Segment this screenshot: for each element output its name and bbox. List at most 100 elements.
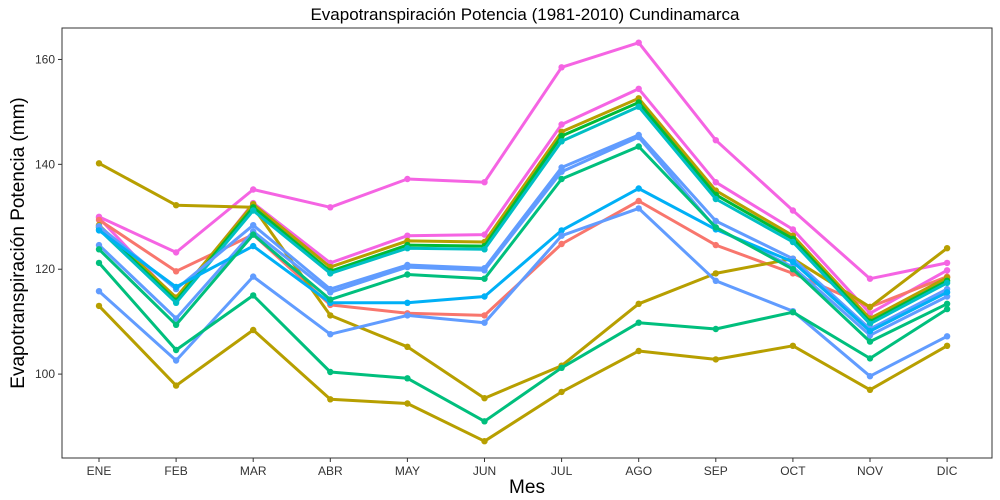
- series-line: [97, 145, 949, 344]
- data-point: [95, 288, 103, 295]
- data-point: [404, 299, 411, 306]
- series-line: [97, 105, 949, 326]
- series-13: [95, 259, 951, 425]
- x-tick-label: ENE: [87, 464, 112, 478]
- data-point: [866, 386, 874, 393]
- data-point: [712, 224, 719, 231]
- data-point: [327, 312, 334, 319]
- data-point: [635, 300, 642, 307]
- y-tick-label: 100: [35, 367, 55, 381]
- data-point: [558, 168, 565, 175]
- series-line: [97, 41, 949, 281]
- data-point: [558, 227, 565, 234]
- x-tick-label: JUL: [551, 464, 573, 478]
- data-point: [866, 355, 874, 362]
- x-tick-label: JUN: [473, 464, 496, 478]
- x-tick-label: SEP: [704, 464, 728, 478]
- data-point: [481, 395, 488, 402]
- data-point: [481, 246, 488, 253]
- data-point: [943, 342, 951, 349]
- series-line: [97, 133, 949, 331]
- y-tick-label: 120: [35, 262, 55, 276]
- data-point: [712, 241, 719, 249]
- series-line: [97, 96, 949, 320]
- data-point: [172, 268, 180, 275]
- data-point: [481, 275, 488, 282]
- series-line: [97, 304, 949, 443]
- data-point: [250, 207, 257, 214]
- data-point: [404, 245, 411, 252]
- data-point: [250, 273, 257, 280]
- data-point: [712, 179, 719, 186]
- data-point: [712, 195, 719, 203]
- data-point: [635, 319, 642, 326]
- data-point: [635, 143, 642, 150]
- data-point: [481, 312, 488, 319]
- chart-title: Evapotranspiración Potencia (1981-2010) …: [310, 5, 740, 24]
- data-point: [250, 222, 257, 229]
- data-point: [172, 202, 180, 209]
- data-point: [481, 319, 488, 326]
- data-point: [404, 263, 411, 271]
- data-point: [712, 325, 719, 333]
- x-tick-label: MAR: [240, 464, 267, 478]
- data-point: [327, 368, 334, 376]
- data-point: [943, 300, 951, 307]
- data-point: [404, 343, 411, 350]
- data-point: [635, 185, 642, 192]
- x-axis-title: Mes: [509, 477, 545, 498]
- data-point: [481, 231, 488, 238]
- data-point: [558, 121, 565, 128]
- data-point: [558, 388, 565, 396]
- data-point: [712, 270, 719, 277]
- data-point: [327, 331, 334, 338]
- data-point: [866, 275, 874, 282]
- data-point: [481, 438, 488, 445]
- data-point: [943, 245, 951, 252]
- series-line: [97, 161, 949, 400]
- data-point: [635, 347, 642, 355]
- data-point: [250, 326, 257, 334]
- x-tick-label: DIC: [937, 464, 958, 478]
- data-point: [404, 400, 411, 407]
- data-point: [404, 312, 411, 319]
- data-point: [404, 232, 411, 239]
- series-line: [97, 261, 949, 423]
- data-point: [95, 246, 103, 253]
- data-point: [635, 133, 642, 141]
- series-line: [97, 206, 949, 378]
- data-point: [789, 238, 797, 246]
- data-point: [172, 299, 180, 306]
- data-point: [404, 175, 411, 183]
- data-point: [327, 289, 334, 296]
- data-point: [250, 231, 257, 238]
- series-line: [97, 187, 949, 333]
- data-point: [866, 327, 874, 335]
- data-point: [943, 279, 951, 287]
- data-point: [635, 39, 642, 46]
- data-point: [95, 302, 103, 310]
- data-point: [558, 364, 565, 371]
- data-point: [481, 267, 488, 274]
- data-point: [712, 277, 719, 284]
- data-point: [558, 240, 565, 248]
- data-point: [327, 396, 334, 403]
- data-point: [95, 227, 103, 234]
- data-point: [172, 249, 180, 256]
- data-point: [635, 85, 642, 93]
- data-point: [789, 342, 797, 349]
- data-point: [558, 138, 565, 145]
- data-point: [866, 320, 874, 327]
- y-axis-title: Evapotranspiración Potencia (mm): [8, 97, 29, 388]
- data-point: [172, 382, 180, 389]
- y-axis: 100 120 140 160: [35, 52, 62, 381]
- data-point: [789, 258, 797, 266]
- data-point: [172, 357, 180, 364]
- data-point: [712, 137, 719, 144]
- plot-panel-border: [61, 27, 993, 459]
- data-point: [558, 232, 565, 239]
- data-point: [558, 175, 565, 183]
- data-point: [943, 259, 951, 267]
- data-point: [943, 333, 951, 340]
